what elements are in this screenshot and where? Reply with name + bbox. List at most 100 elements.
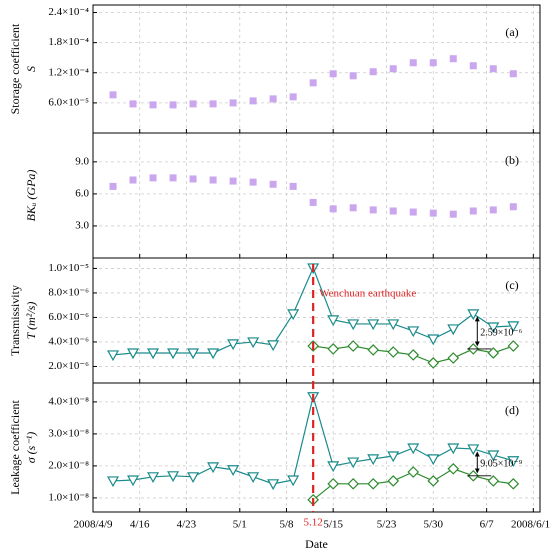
- marker: [427, 475, 440, 487]
- marker: [329, 70, 337, 78]
- marker: [427, 454, 440, 466]
- marker: [267, 340, 280, 352]
- y-axis-label: Leakage coefficient: [8, 399, 22, 494]
- x-tick-label: 4/16: [130, 519, 150, 531]
- marker: [187, 472, 200, 484]
- y-axis-label: T (m²/s): [24, 302, 38, 340]
- marker: [227, 465, 240, 476]
- x-tick-label: 5/15: [323, 519, 343, 531]
- marker: [169, 174, 177, 182]
- marker: [489, 65, 497, 73]
- marker: [449, 210, 457, 218]
- x-tick-label: 5/23: [377, 519, 397, 531]
- marker: [127, 475, 140, 487]
- marker: [106, 350, 120, 362]
- marker: [469, 207, 477, 215]
- marker: [129, 176, 137, 184]
- marker: [447, 352, 460, 364]
- x-tick-label: 6/7: [480, 519, 495, 531]
- marker: [507, 321, 520, 333]
- marker: [309, 198, 317, 206]
- marker: [347, 477, 360, 490]
- marker: [106, 476, 120, 488]
- marker: [487, 475, 500, 487]
- y-tick-label: 1.0×10⁻⁸: [48, 491, 89, 503]
- gap-label: 2.59×10⁻⁶: [480, 328, 522, 339]
- marker: [389, 207, 397, 215]
- marker: [369, 206, 377, 214]
- x-tick-label: 5/8: [279, 519, 294, 531]
- marker: [387, 451, 400, 463]
- marker: [189, 100, 197, 108]
- marker: [289, 182, 297, 190]
- y-tick-label: 9.0: [75, 155, 89, 167]
- marker: [327, 315, 340, 327]
- marker: [207, 462, 220, 474]
- marker: [347, 457, 360, 469]
- marker: [167, 471, 180, 483]
- marker: [429, 209, 437, 217]
- marker: [409, 208, 417, 216]
- y-tick-label: 6.0×10⁻⁶: [48, 311, 89, 323]
- x-tick-label: 2008/4/9: [73, 519, 113, 531]
- y-tick-label: 6.0×10⁻⁵: [48, 96, 89, 108]
- y-tick-label: 2.0×10⁻⁶: [48, 360, 89, 372]
- y-axis-label: Transmissivity: [8, 285, 22, 356]
- x-axis-label: Date: [305, 537, 328, 551]
- marker: [507, 340, 520, 352]
- marker: [349, 204, 357, 212]
- marker: [487, 347, 500, 359]
- marker: [447, 443, 460, 455]
- marker: [407, 349, 420, 361]
- marker: [427, 334, 440, 346]
- panel-label: (a): [505, 25, 518, 39]
- marker: [509, 203, 517, 211]
- marker: [149, 174, 157, 182]
- y-tick-label: 1.8×10⁻⁴: [48, 36, 89, 48]
- plot-frame: [92, 382, 541, 513]
- y-tick-label: 1.0×10⁻⁵: [48, 262, 89, 274]
- y-tick-label: 4.0×10⁻⁸: [48, 395, 89, 407]
- y-axis-label: Storage coefficient: [8, 23, 22, 114]
- marker: [269, 180, 277, 188]
- marker: [127, 348, 140, 360]
- y-tick-label: 6.0: [75, 187, 89, 199]
- marker: [327, 343, 340, 355]
- marker: [167, 348, 180, 360]
- x-tick-label: 4/23: [177, 519, 197, 531]
- marker: [367, 454, 380, 466]
- y-axis-label: σ (s⁻¹): [24, 432, 38, 464]
- marker: [407, 466, 420, 478]
- marker: [467, 309, 480, 321]
- marker: [509, 70, 517, 78]
- marker: [367, 344, 380, 356]
- annotation: Wenchuan earthquake: [319, 288, 416, 300]
- y-tick-label: 3.0: [75, 219, 89, 231]
- panel-label: (c): [505, 278, 518, 292]
- panel-label: (b): [505, 153, 519, 167]
- event-label: 5.12: [304, 517, 323, 529]
- marker: [347, 340, 360, 352]
- marker: [209, 176, 217, 184]
- marker: [427, 357, 440, 369]
- plot-frame: [92, 132, 541, 259]
- marker: [347, 319, 360, 331]
- marker: [229, 177, 237, 185]
- marker: [287, 475, 300, 487]
- marker: [247, 472, 260, 484]
- marker: [187, 348, 200, 360]
- y-tick-label: 2.0×10⁻⁸: [48, 459, 89, 471]
- panel-label: (d): [505, 403, 519, 417]
- marker: [109, 91, 117, 99]
- marker: [407, 326, 420, 338]
- marker: [487, 450, 500, 462]
- y-tick-label: 3.0×10⁻⁸: [48, 427, 89, 439]
- marker: [249, 97, 257, 105]
- marker: [329, 205, 337, 213]
- marker: [227, 339, 240, 351]
- y-axis-label: S: [24, 66, 38, 72]
- marker: [269, 95, 277, 103]
- gap-label: 9.05×10⁻⁹: [480, 459, 522, 470]
- marker: [387, 346, 400, 358]
- marker: [349, 72, 357, 80]
